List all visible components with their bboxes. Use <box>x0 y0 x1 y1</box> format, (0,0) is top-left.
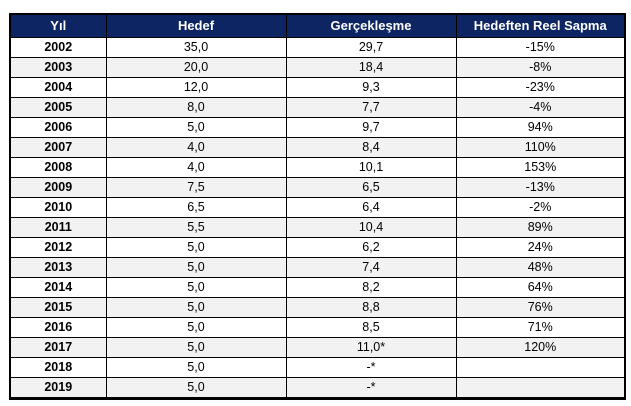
gerceklesme-cell: 11,0* <box>285 337 457 358</box>
gerceklesme-cell: 7,4 <box>285 257 457 278</box>
table-row-2004: 2004 12,0 9,3 -23% <box>9 77 626 98</box>
sapma-cell: 24% <box>455 237 626 258</box>
gerceklesme-cell: 29,7 <box>285 37 457 58</box>
sapma-cell: -8% <box>455 57 626 78</box>
year-cell: 2013 <box>9 257 107 278</box>
hedef-cell: 5,0 <box>105 237 287 258</box>
year-cell: 2006 <box>9 117 107 138</box>
table-row-2018: 2018 5,0 -* <box>9 357 626 378</box>
table-header: Yıl Hedef Gerçekleşme Hedeften Reel Sapm… <box>9 13 626 38</box>
gerceklesme-cell: 8,4 <box>285 137 457 158</box>
hedef-cell: 5,0 <box>105 257 287 278</box>
year-cell: 2010 <box>9 197 107 218</box>
table-row-2003: 2003 20,0 18,4 -8% <box>9 57 626 78</box>
table-row-2012: 2012 5,0 6,2 24% <box>9 237 626 258</box>
gerceklesme-cell: 8,2 <box>285 277 457 298</box>
sapma-cell: 153% <box>455 157 626 178</box>
inflation-target-table: Yıl Hedef Gerçekleşme Hedeften Reel Sapm… <box>9 13 626 400</box>
gerceklesme-cell: 7,7 <box>285 97 457 118</box>
gerceklesme-cell: 6,4 <box>285 197 457 218</box>
hedef-cell: 6,5 <box>105 197 287 218</box>
gerceklesme-cell: 9,3 <box>285 77 457 98</box>
table-row-2014: 2014 5,0 8,2 64% <box>9 277 626 298</box>
year-cell: 2012 <box>9 237 107 258</box>
col-header-gerceklesme: Gerçekleşme <box>285 13 457 38</box>
sapma-cell: 110% <box>455 137 626 158</box>
hedef-cell: 5,0 <box>105 357 287 378</box>
header-row: Yıl Hedef Gerçekleşme Hedeften Reel Sapm… <box>9 13 626 38</box>
year-cell: 2003 <box>9 57 107 78</box>
table-row-2005: 2005 8,0 7,7 -4% <box>9 97 626 118</box>
gerceklesme-cell: 10,1 <box>285 157 457 178</box>
table-row-2008: 2008 4,0 10,1 153% <box>9 157 626 178</box>
gerceklesme-cell: 6,2 <box>285 237 457 258</box>
gerceklesme-cell: 10,4 <box>285 217 457 238</box>
hedef-cell: 5,0 <box>105 277 287 298</box>
gerceklesme-cell: -* <box>285 377 457 399</box>
year-cell: 2007 <box>9 137 107 158</box>
year-cell: 2008 <box>9 157 107 178</box>
year-cell: 2011 <box>9 217 107 238</box>
table-row-2009: 2009 7,5 6,5 -13% <box>9 177 626 198</box>
sapma-cell: 71% <box>455 317 626 338</box>
sapma-cell <box>455 377 626 399</box>
table-row-2007: 2007 4,0 8,4 110% <box>9 137 626 158</box>
col-header-hedef: Hedef <box>105 13 287 38</box>
year-cell: 2017 <box>9 337 107 358</box>
hedef-cell: 7,5 <box>105 177 287 198</box>
table-row-2010: 2010 6,5 6,4 -2% <box>9 197 626 218</box>
gerceklesme-cell: 9,7 <box>285 117 457 138</box>
gerceklesme-cell: -* <box>285 357 457 378</box>
hedef-cell: 5,5 <box>105 217 287 238</box>
sapma-cell: 120% <box>455 337 626 358</box>
sapma-cell: 48% <box>455 257 626 278</box>
hedef-cell: 20,0 <box>105 57 287 78</box>
table-row-2013: 2013 5,0 7,4 48% <box>9 257 626 278</box>
hedef-cell: 4,0 <box>105 157 287 178</box>
year-cell: 2002 <box>9 37 107 58</box>
table-row-2019: 2019 5,0 -* <box>9 377 626 399</box>
year-cell: 2014 <box>9 277 107 298</box>
hedef-cell: 5,0 <box>105 377 287 399</box>
table-row-2002: 2002 35,0 29,7 -15% <box>9 37 626 58</box>
sapma-cell: -13% <box>455 177 626 198</box>
gerceklesme-cell: 6,5 <box>285 177 457 198</box>
sapma-cell: -23% <box>455 77 626 98</box>
year-cell: 2004 <box>9 77 107 98</box>
gerceklesme-cell: 8,5 <box>285 317 457 338</box>
sapma-cell: 76% <box>455 297 626 318</box>
year-cell: 2015 <box>9 297 107 318</box>
gerceklesme-cell: 8,8 <box>285 297 457 318</box>
year-cell: 2016 <box>9 317 107 338</box>
sapma-cell: -4% <box>455 97 626 118</box>
hedef-cell: 8,0 <box>105 97 287 118</box>
col-header-yil: Yıl <box>9 13 107 38</box>
hedef-cell: 4,0 <box>105 137 287 158</box>
sapma-cell: 89% <box>455 217 626 238</box>
table-body: 2002 35,0 29,7 -15% 2003 20,0 18,4 -8% 2… <box>9 37 626 399</box>
hedef-cell: 5,0 <box>105 317 287 338</box>
sapma-cell <box>455 357 626 378</box>
sapma-cell: -15% <box>455 37 626 58</box>
table-row-2015: 2015 5,0 8,8 76% <box>9 297 626 318</box>
table-row-2017: 2017 5,0 11,0* 120% <box>9 337 626 358</box>
hedef-cell: 5,0 <box>105 117 287 138</box>
hedef-cell: 12,0 <box>105 77 287 98</box>
year-cell: 2019 <box>9 377 107 399</box>
hedef-cell: 5,0 <box>105 337 287 358</box>
hedef-cell: 35,0 <box>105 37 287 58</box>
sapma-cell: 64% <box>455 277 626 298</box>
table-row-2016: 2016 5,0 8,5 71% <box>9 317 626 338</box>
hedef-cell: 5,0 <box>105 297 287 318</box>
gerceklesme-cell: 18,4 <box>285 57 457 78</box>
year-cell: 2009 <box>9 177 107 198</box>
sapma-cell: 94% <box>455 117 626 138</box>
year-cell: 2005 <box>9 97 107 118</box>
col-header-hedeften-reel-sapma: Hedeften Reel Sapma <box>455 13 626 38</box>
year-cell: 2018 <box>9 357 107 378</box>
table-row-2006: 2006 5,0 9,7 94% <box>9 117 626 138</box>
table-row-2011: 2011 5,5 10,4 89% <box>9 217 626 238</box>
sapma-cell: -2% <box>455 197 626 218</box>
